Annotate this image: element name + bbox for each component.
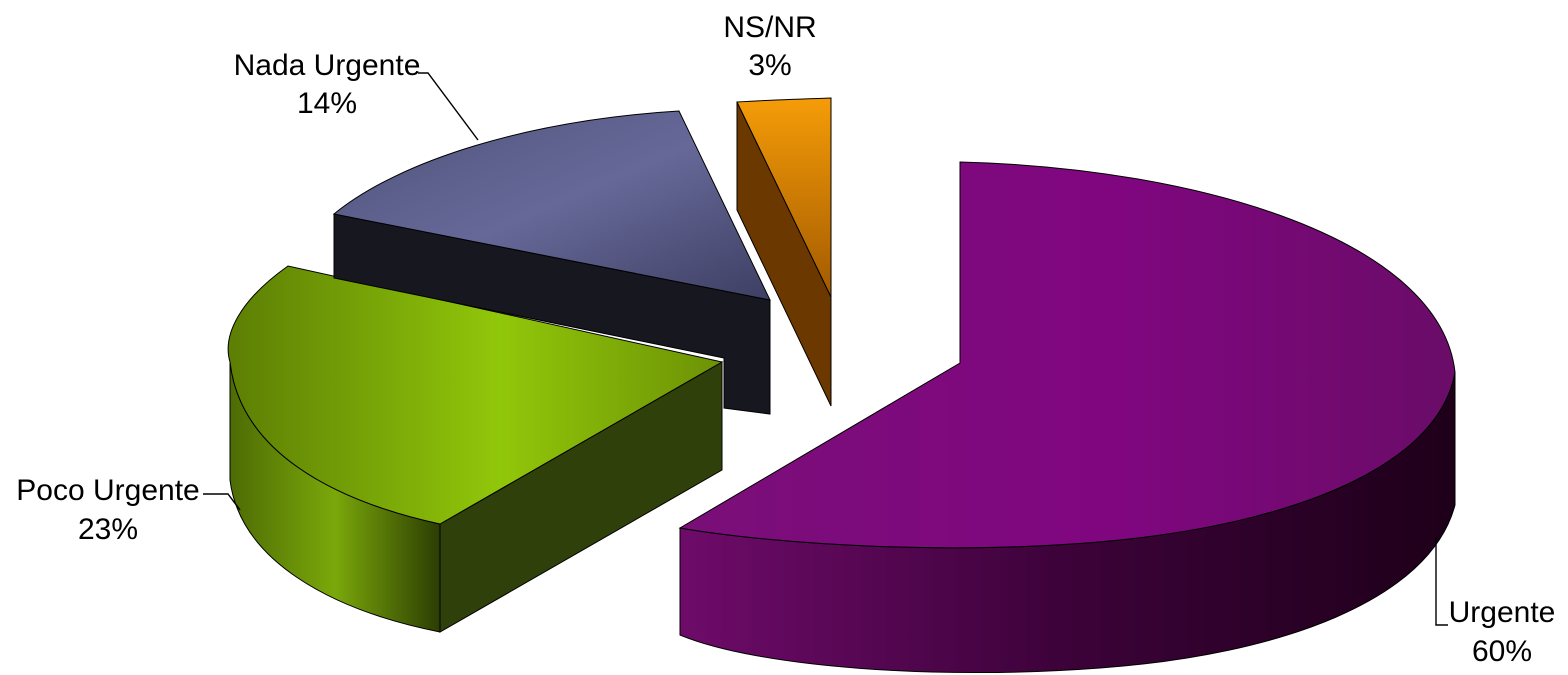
data-label-poco-urgente: Poco Urgente 23% — [16, 474, 199, 546]
data-label-urgente: Urgente 60% — [1449, 596, 1556, 668]
data-label-category: NS/NR — [723, 11, 816, 44]
data-label-category: Nada Urgente — [234, 49, 421, 82]
slice-ns-nr-top — [736, 97, 832, 298]
leader-line-poco-urgente — [203, 493, 241, 511]
slice-nada-urgente-top — [332, 110, 771, 301]
slice-urgente-top — [678, 161, 1456, 549]
data-label-category: Poco Urgente — [16, 474, 199, 507]
data-label-value: 3% — [748, 49, 791, 82]
slice-ns-nr — [736, 97, 832, 407]
slice-poco-urgente-top — [227, 265, 724, 525]
data-label-ns-nr: NS/NR 3% — [723, 11, 816, 82]
data-label-category: Urgente — [1449, 596, 1556, 629]
slice-urgente — [678, 161, 1456, 674]
data-label-value: 23% — [78, 513, 138, 546]
slice-nada-urgente — [332, 110, 771, 415]
slice-poco-urgente — [227, 265, 724, 633]
data-label-nada-urgente: Nada Urgente 14% — [234, 49, 421, 120]
leader-line-urgente — [1435, 537, 1448, 626]
data-label-value: 14% — [297, 87, 357, 120]
leader-line-nada-urgente — [418, 72, 479, 141]
data-label-value: 60% — [1472, 635, 1532, 668]
